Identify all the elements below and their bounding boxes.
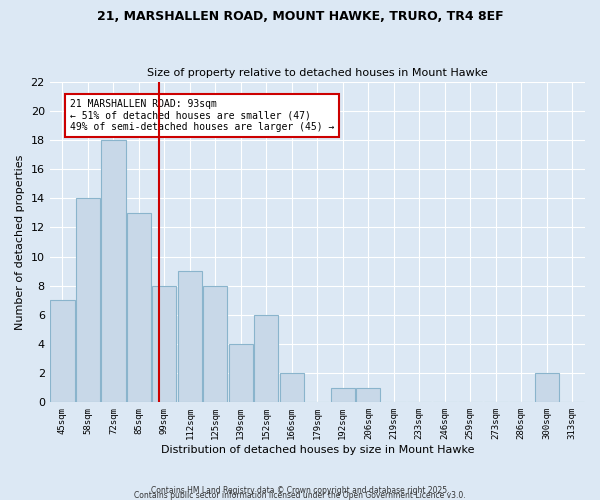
Text: 21, MARSHALLEN ROAD, MOUNT HAWKE, TRURO, TR4 8EF: 21, MARSHALLEN ROAD, MOUNT HAWKE, TRURO,… xyxy=(97,10,503,23)
Bar xyxy=(331,388,355,402)
Bar xyxy=(178,271,202,402)
Bar xyxy=(203,286,227,403)
Bar xyxy=(101,140,125,402)
Title: Size of property relative to detached houses in Mount Hawke: Size of property relative to detached ho… xyxy=(147,68,488,78)
Bar xyxy=(229,344,253,403)
Text: Contains HM Land Registry data © Crown copyright and database right 2025.: Contains HM Land Registry data © Crown c… xyxy=(151,486,449,495)
Bar xyxy=(127,213,151,402)
Bar xyxy=(535,373,559,402)
Text: 21 MARSHALLEN ROAD: 93sqm
← 51% of detached houses are smaller (47)
49% of semi-: 21 MARSHALLEN ROAD: 93sqm ← 51% of detac… xyxy=(70,99,334,132)
Text: Contains public sector information licensed under the Open Government Licence v3: Contains public sector information licen… xyxy=(134,491,466,500)
Bar xyxy=(76,198,100,402)
X-axis label: Distribution of detached houses by size in Mount Hawke: Distribution of detached houses by size … xyxy=(161,445,474,455)
Y-axis label: Number of detached properties: Number of detached properties xyxy=(15,154,25,330)
Bar xyxy=(50,300,74,402)
Bar xyxy=(254,315,278,402)
Bar xyxy=(280,373,304,402)
Bar xyxy=(356,388,380,402)
Bar xyxy=(152,286,176,403)
